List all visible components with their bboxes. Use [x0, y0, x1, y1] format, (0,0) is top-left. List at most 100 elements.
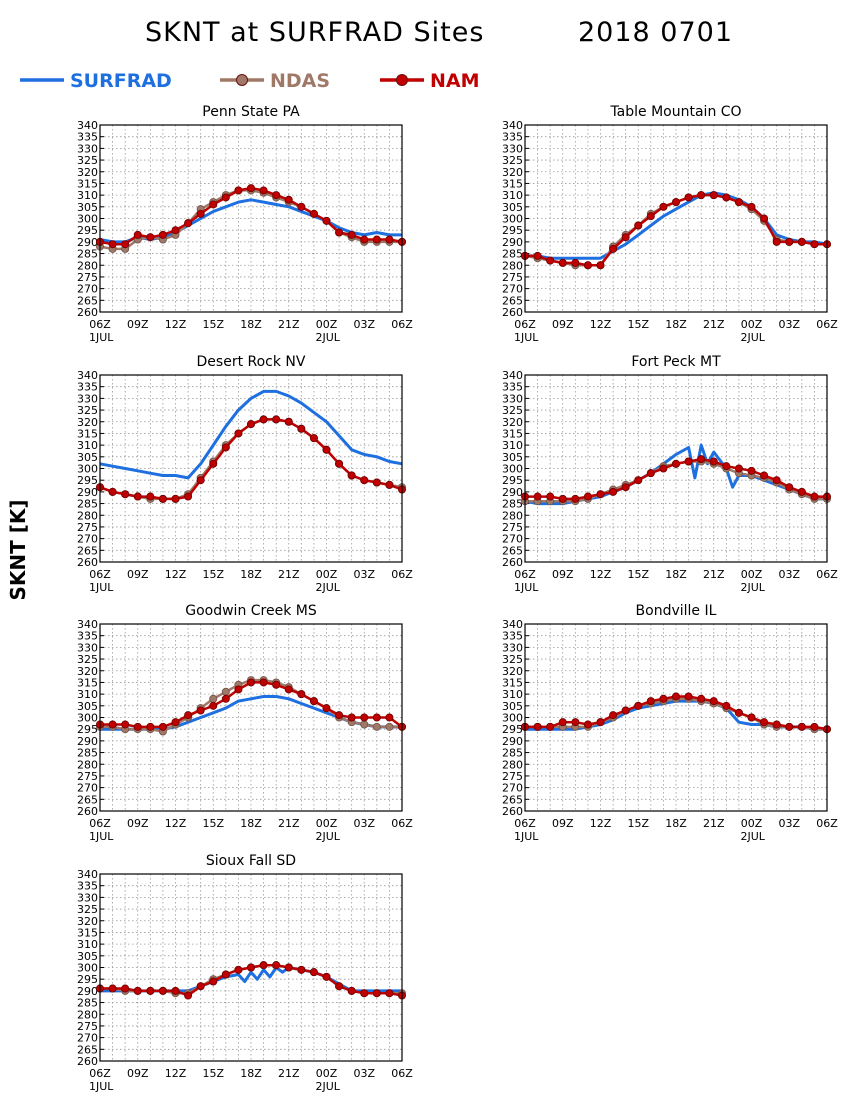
data-point-nam	[546, 256, 555, 265]
data-point-nam	[335, 982, 344, 991]
data-point-nam	[621, 233, 630, 242]
data-point-nam	[347, 230, 356, 239]
y-tick-label: 310	[502, 439, 523, 452]
data-point-nam	[246, 420, 255, 429]
x-tick-label: 09Z	[552, 318, 574, 331]
x-tick-label: 03Z	[353, 1067, 375, 1080]
y-tick-label: 260	[502, 306, 523, 319]
legend-entry-surfrad: SURFRAD	[20, 70, 172, 92]
y-tick-label: 260	[502, 805, 523, 818]
data-point-nam	[558, 258, 567, 267]
data-point-nam	[533, 722, 542, 731]
data-point-nam	[146, 492, 155, 501]
y-tick-label: 300	[77, 712, 98, 725]
y-tick-label: 290	[77, 985, 98, 998]
data-point-nam	[259, 415, 268, 424]
data-point-nam	[146, 986, 155, 995]
data-point-nam	[385, 480, 394, 489]
y-tick-label: 285	[502, 747, 523, 760]
x-tick-label: 06Z	[514, 568, 536, 581]
x-date-label: 1JUL	[514, 830, 539, 843]
data-point-nam	[734, 198, 743, 207]
data-point-nam	[760, 214, 769, 223]
data-point-nam	[184, 711, 193, 720]
y-tick-label: 310	[77, 688, 98, 701]
data-point-nam	[171, 226, 180, 235]
plot-frame	[99, 124, 403, 313]
data-point-nam	[246, 963, 255, 972]
data-point-ndas	[372, 722, 381, 731]
data-point-nam	[684, 692, 693, 701]
data-point-nam	[121, 720, 130, 729]
y-tick-label: 280	[502, 259, 523, 272]
data-point-nam	[372, 989, 381, 998]
y-tick-label: 270	[77, 1032, 98, 1045]
data-point-nam	[672, 459, 681, 468]
y-tick-label: 340	[502, 369, 523, 382]
data-point-nam	[634, 476, 643, 485]
data-point-nam	[634, 221, 643, 230]
data-point-nam	[360, 989, 369, 998]
data-point-nam	[772, 237, 781, 246]
data-point-nam	[309, 434, 318, 443]
data-point-nam	[558, 494, 567, 503]
data-point-nam	[209, 459, 218, 468]
panel-title: Fort Peck MT	[631, 354, 721, 370]
data-point-nam	[797, 487, 806, 496]
data-point-nam	[322, 216, 331, 225]
x-tick-label: 21Z	[703, 568, 725, 581]
data-point-nam	[158, 494, 167, 503]
panel-penn-state-pa: Penn State PA 260265270275280285290295300…	[77, 104, 413, 344]
y-tick-label: 310	[77, 439, 98, 452]
figure-date: 2018 0701	[578, 17, 733, 48]
data-point-nam	[297, 965, 306, 974]
data-point-nam	[133, 492, 142, 501]
data-point-ndas	[221, 687, 230, 696]
y-tick-label: 260	[77, 306, 98, 319]
x-tick-label: 12Z	[590, 817, 612, 830]
plot-frame	[99, 623, 403, 812]
data-point-nam	[133, 722, 142, 731]
panel-desert-rock-nv: Desert Rock NV26026527027528028529029530…	[77, 354, 413, 594]
y-tick-label: 280	[77, 758, 98, 771]
data-point-nam	[121, 984, 130, 993]
x-date-label: 1JUL	[89, 331, 114, 344]
data-point-nam	[772, 476, 781, 485]
data-point-nam	[347, 471, 356, 480]
x-tick-label: 21Z	[278, 318, 300, 331]
data-point-nam	[234, 685, 243, 694]
y-tick-label: 280	[502, 758, 523, 771]
data-point-nam	[347, 986, 356, 995]
data-point-nam	[810, 240, 819, 249]
data-point-nam	[697, 455, 706, 464]
x-tick-label: 21Z	[278, 1067, 300, 1080]
panel-title: Penn State PA	[202, 104, 300, 120]
data-point-nam	[335, 459, 344, 468]
data-point-nam	[108, 984, 117, 993]
y-tick-label: 320	[77, 166, 98, 179]
data-point-nam	[360, 476, 369, 485]
x-tick-label: 03Z	[353, 318, 375, 331]
y-tick-label: 325	[77, 404, 98, 417]
data-point-nam	[697, 694, 706, 703]
y-tick-label: 280	[77, 1008, 98, 1021]
data-point-nam	[158, 230, 167, 239]
x-tick-label: 06Z	[89, 318, 111, 331]
data-point-ndas	[385, 722, 394, 731]
data-point-nam	[284, 963, 293, 972]
data-point-nam	[284, 417, 293, 426]
y-tick-label: 280	[77, 509, 98, 522]
y-tick-label: 330	[502, 641, 523, 654]
data-point-nam	[158, 722, 167, 731]
panel-fort-peck-mt: Fort Peck MT2602652702752802852902953003…	[502, 354, 838, 594]
data-point-nam	[184, 991, 193, 1000]
x-tick-label: 18Z	[665, 568, 687, 581]
data-point-nam	[297, 202, 306, 211]
x-date-label: 1JUL	[89, 830, 114, 843]
legend-label: NDAS	[270, 70, 330, 92]
x-tick-label: 18Z	[665, 817, 687, 830]
x-tick-label: 15Z	[627, 318, 649, 331]
data-point-nam	[196, 982, 205, 991]
x-tick-label: 06Z	[391, 568, 413, 581]
data-point-nam	[760, 718, 769, 727]
